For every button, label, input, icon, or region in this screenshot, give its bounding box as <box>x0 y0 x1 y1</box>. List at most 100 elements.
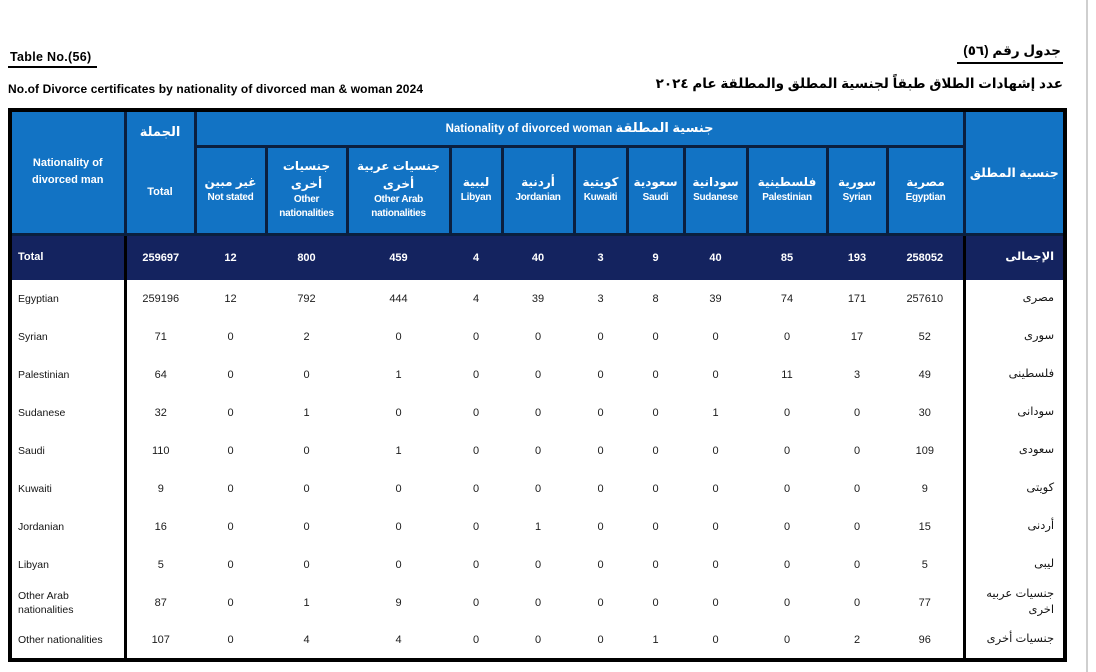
cell-value: 3 <box>853 369 861 381</box>
table-row: Kuwaiti 9 0 0 0 0 0 0 0 0 0 0 9 كويتى <box>10 470 1066 508</box>
cell-value: 0 <box>652 369 659 381</box>
cell-value: 0 <box>597 369 604 381</box>
column-header-jordanian: أردنية Jordanian <box>500 144 576 236</box>
column-header-sudanese: سودانية Sudanese <box>682 144 749 236</box>
cell-value: 0 <box>395 331 402 343</box>
cell-value: 0 <box>853 521 861 533</box>
cell-value: 0 <box>783 331 791 343</box>
row-label-en: Palestinian <box>10 356 127 394</box>
cell-value: 0 <box>597 521 604 533</box>
header-total-ar: الجملة <box>139 124 181 140</box>
total-cell-other-arab: 459 <box>347 234 450 280</box>
cell-value: 0 <box>652 483 659 495</box>
cell-value: 0 <box>853 407 861 419</box>
row-label-ar: فلسطينى <box>962 356 1066 394</box>
header-nationality-man-en: Nationality of divorced man <box>8 108 127 236</box>
cell-value: 0 <box>712 483 719 495</box>
cell-value: 11 <box>781 369 793 381</box>
table-row: Libyan 5 0 0 0 0 0 0 0 0 0 0 5 ليبى <box>10 546 1066 584</box>
cell-value: 0 <box>597 407 604 419</box>
table-row: Palestinian 64 0 0 1 0 0 0 0 0 11 3 49 فلسطينى <box>10 356 1066 394</box>
cell-value: 0 <box>597 445 604 457</box>
cell-value: 0 <box>303 369 310 381</box>
cell-value: 17 <box>850 331 864 343</box>
row-label-en: Libyan <box>10 546 127 584</box>
total-row-grand-total: 259697 <box>125 234 195 280</box>
cell-value: 0 <box>303 521 310 533</box>
cell-value: 0 <box>303 483 310 495</box>
total-cell-saudi: 9 <box>627 234 684 280</box>
cell-value: 0 <box>597 331 604 343</box>
header-total-en: Total <box>147 186 173 199</box>
cell-value: 0 <box>652 521 659 533</box>
cell-value: 3 <box>597 293 604 305</box>
row-label-en: Other nationalities <box>10 622 127 660</box>
cell-value: 5 <box>921 559 928 571</box>
row-label-en: Sudanese <box>10 394 127 432</box>
cell-value: 2 <box>853 634 861 646</box>
cell-value: 0 <box>853 559 861 571</box>
total-cell-not-stated: 12 <box>195 234 266 280</box>
total-cell-jordanian: 40 <box>502 234 574 280</box>
header-nationality-woman-ar: جنسية المطلقة <box>615 120 714 136</box>
total-row: Total 259697 12 800 459 4 40 3 9 40 85 1… <box>10 234 1066 280</box>
cell-value: 0 <box>597 634 604 646</box>
cell-value: 0 <box>395 559 402 571</box>
total-cell-syrian: 193 <box>827 234 887 280</box>
cell-value: 1 <box>395 445 402 457</box>
cell-value: 96 <box>918 634 931 646</box>
table-body: Total 259697 12 800 459 4 40 3 9 40 85 1… <box>10 234 1066 660</box>
cell-value: 0 <box>534 407 542 419</box>
table-number-en-text: Table No.(56) <box>8 50 98 68</box>
cell-value: 0 <box>472 407 480 419</box>
header-nationality-woman-en: Nationality of divorced woman <box>445 123 613 136</box>
column-header-egyptian: مصرية Egyptian <box>885 144 966 236</box>
cell-value: 0 <box>395 483 402 495</box>
cell-value: 0 <box>303 559 310 571</box>
cell-value: 257610 <box>906 293 944 305</box>
page-edge-line <box>1086 0 1088 672</box>
row-label-ar: سورى <box>962 318 1066 356</box>
row-label-en: Saudi <box>10 432 127 470</box>
cell-value: 74 <box>780 293 794 305</box>
cell-value: 0 <box>472 483 480 495</box>
cell-value: 0 <box>597 559 604 571</box>
cell-value: 0 <box>783 634 791 646</box>
cell-value: 0 <box>712 331 719 343</box>
cell-value: 39 <box>531 293 545 305</box>
cell-row-total: 259196 <box>142 293 180 305</box>
column-header-libyan: ليبية Libyan <box>448 144 504 236</box>
cell-row-total: 110 <box>151 445 170 457</box>
cell-value: 0 <box>534 331 542 343</box>
cell-value: 171 <box>847 293 867 305</box>
table-row: Other nationalities 107 0 4 4 0 0 0 1 0 0 2 96 جنسيات… <box>10 622 1066 660</box>
row-label-ar: مصرى <box>962 280 1066 318</box>
cell-row-total: 9 <box>157 483 164 495</box>
cell-value: 0 <box>227 521 234 533</box>
column-header-kuwaiti: كويتية Kuwaiti <box>572 144 629 236</box>
cell-value: 0 <box>227 445 234 457</box>
row-label-en: Syrian <box>10 318 127 356</box>
cell-value: 0 <box>783 559 791 571</box>
cell-value: 0 <box>783 597 791 609</box>
cell-value: 77 <box>918 597 931 609</box>
cell-value: 0 <box>853 483 861 495</box>
cell-row-total: 5 <box>157 559 164 571</box>
total-cell-other-nationalities: 800 <box>266 234 347 280</box>
cell-value: 0 <box>472 445 480 457</box>
cell-value: 0 <box>227 331 234 343</box>
column-header-palestinian: فلسطينية Palestinian <box>745 144 829 236</box>
cell-value: 9 <box>921 483 928 495</box>
cell-value: 0 <box>652 597 659 609</box>
row-label-ar: جنسيات عربيه اخرى <box>962 584 1066 622</box>
table-row: Syrian 71 0 2 0 0 0 0 0 0 0 17 52 سورى <box>10 318 1066 356</box>
table-row: Egyptian 259196 12 792 444 4 39 3 8 39 74 171 257610… <box>10 280 1066 318</box>
table-number-ar-text: جدول رقم (٥٦) <box>957 43 1063 64</box>
column-header-other-nationalities: جنسيات أخرى Other nationalities <box>264 144 349 236</box>
cell-value: 0 <box>712 559 719 571</box>
table-row: Jordanian 16 0 0 0 0 1 0 0 0 0 0 15 أردنى <box>10 508 1066 546</box>
divorce-certificates-table: Nationality of divorced man الجملة Total… <box>8 108 1068 662</box>
total-cell-sudanese: 40 <box>684 234 747 280</box>
cell-value: 0 <box>712 445 719 457</box>
table-row: Sudanese 32 0 1 0 0 0 0 0 1 0 0 30 سودانى <box>10 394 1066 432</box>
